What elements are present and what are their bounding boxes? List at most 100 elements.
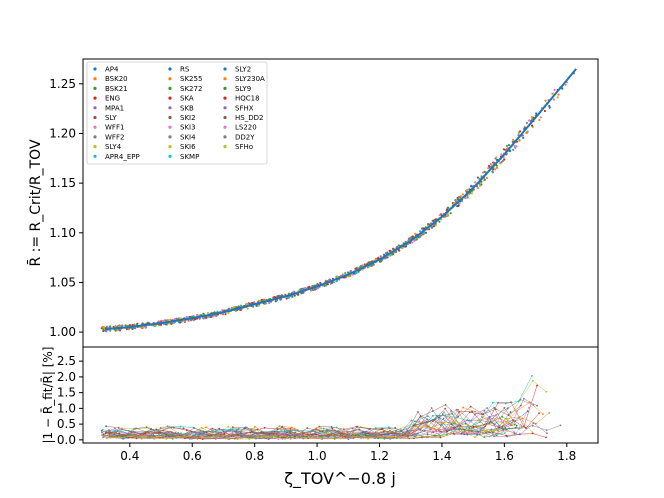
data-point <box>311 284 314 288</box>
data-point <box>487 167 490 170</box>
data-point <box>349 274 352 277</box>
x-axis-label: ζ_TOV^−0.8 j <box>284 469 396 489</box>
residual-point <box>545 390 548 393</box>
residual-point <box>168 426 171 429</box>
residual-point <box>205 431 208 434</box>
data-point <box>495 156 498 159</box>
data-point <box>561 87 564 90</box>
residual-point <box>399 427 402 430</box>
data-point <box>421 227 424 230</box>
legend-label: AP4 <box>105 66 119 74</box>
legend-marker <box>168 86 172 90</box>
residual-y-tick-label: 1.5 <box>57 386 76 400</box>
residual-point <box>377 437 379 440</box>
legend-label: ENG <box>105 95 120 103</box>
residual-point <box>263 426 266 429</box>
residual-point <box>383 430 385 433</box>
residual-frame <box>82 346 599 444</box>
legend-label: SFHX <box>235 104 254 112</box>
residual-point <box>503 407 506 409</box>
residual-point <box>265 431 268 434</box>
residual-point <box>457 415 459 418</box>
data-point <box>521 134 525 137</box>
residual-point <box>193 427 196 429</box>
data-point <box>430 226 433 229</box>
residual-point <box>231 432 234 435</box>
residual-point <box>469 405 472 408</box>
residual-point <box>422 422 425 425</box>
legend-marker <box>93 145 97 149</box>
residual-line <box>106 430 499 440</box>
data-point <box>344 272 347 275</box>
residual-point <box>454 420 456 422</box>
data-point <box>394 251 398 254</box>
legend-label: RS <box>180 66 190 74</box>
residual-point <box>485 429 488 432</box>
residual-point <box>361 434 364 437</box>
residual-point <box>318 425 321 428</box>
legend-label: SLY9 <box>235 85 251 93</box>
legend-marker <box>223 115 227 120</box>
residual-point <box>483 409 486 412</box>
residual-point <box>451 428 454 430</box>
legend-marker <box>168 106 172 110</box>
data-point <box>210 315 213 318</box>
residual-point <box>470 419 473 422</box>
data-point <box>539 116 542 119</box>
residual-point <box>457 408 459 411</box>
data-point <box>224 313 227 316</box>
data-point <box>465 188 469 192</box>
residual-point <box>145 426 148 428</box>
residual-point <box>426 415 429 417</box>
data-point <box>227 311 230 315</box>
legend-label: SKA <box>180 95 194 103</box>
data-point <box>553 88 556 91</box>
data-point <box>464 197 467 200</box>
data-point <box>507 144 511 147</box>
residual-point <box>243 427 246 430</box>
legend-label: HS_DD2 <box>235 114 263 122</box>
residual-point <box>253 432 256 435</box>
residual-point <box>179 425 182 428</box>
residual-point <box>133 430 135 433</box>
residual-point <box>476 434 478 436</box>
data-point <box>485 176 489 180</box>
legend-marker <box>93 77 97 81</box>
data-point <box>330 281 334 284</box>
data-point <box>207 315 211 318</box>
residual-point <box>459 425 462 427</box>
data-point <box>461 193 464 196</box>
legend-frame <box>86 61 268 165</box>
residual-point <box>352 431 354 434</box>
data-point <box>424 231 428 234</box>
legend-label: LS220 <box>235 124 257 132</box>
residual-point <box>546 432 548 435</box>
data-point <box>492 168 495 171</box>
legend-marker <box>223 96 227 100</box>
residual-point <box>201 437 203 439</box>
residual-point <box>417 427 420 430</box>
residual-point <box>165 438 168 440</box>
legend-marker <box>168 115 172 120</box>
residual-point <box>268 433 271 435</box>
residual-point <box>532 379 534 382</box>
residual-point <box>467 424 469 427</box>
residual-point <box>509 411 512 413</box>
residual-point <box>520 404 522 407</box>
residual-point <box>509 424 512 426</box>
data-point <box>304 287 307 290</box>
data-point <box>438 220 441 223</box>
residual-point <box>182 427 185 430</box>
data-point <box>173 317 176 321</box>
data-point <box>505 144 508 148</box>
residual-point <box>223 432 226 435</box>
legend-marker <box>93 135 97 139</box>
data-point <box>349 269 352 273</box>
residual-point <box>501 429 503 432</box>
residual-point <box>448 416 451 419</box>
residual-point <box>476 431 478 434</box>
data-point <box>474 181 477 184</box>
residual-point <box>542 413 544 415</box>
legend-marker <box>168 125 172 129</box>
